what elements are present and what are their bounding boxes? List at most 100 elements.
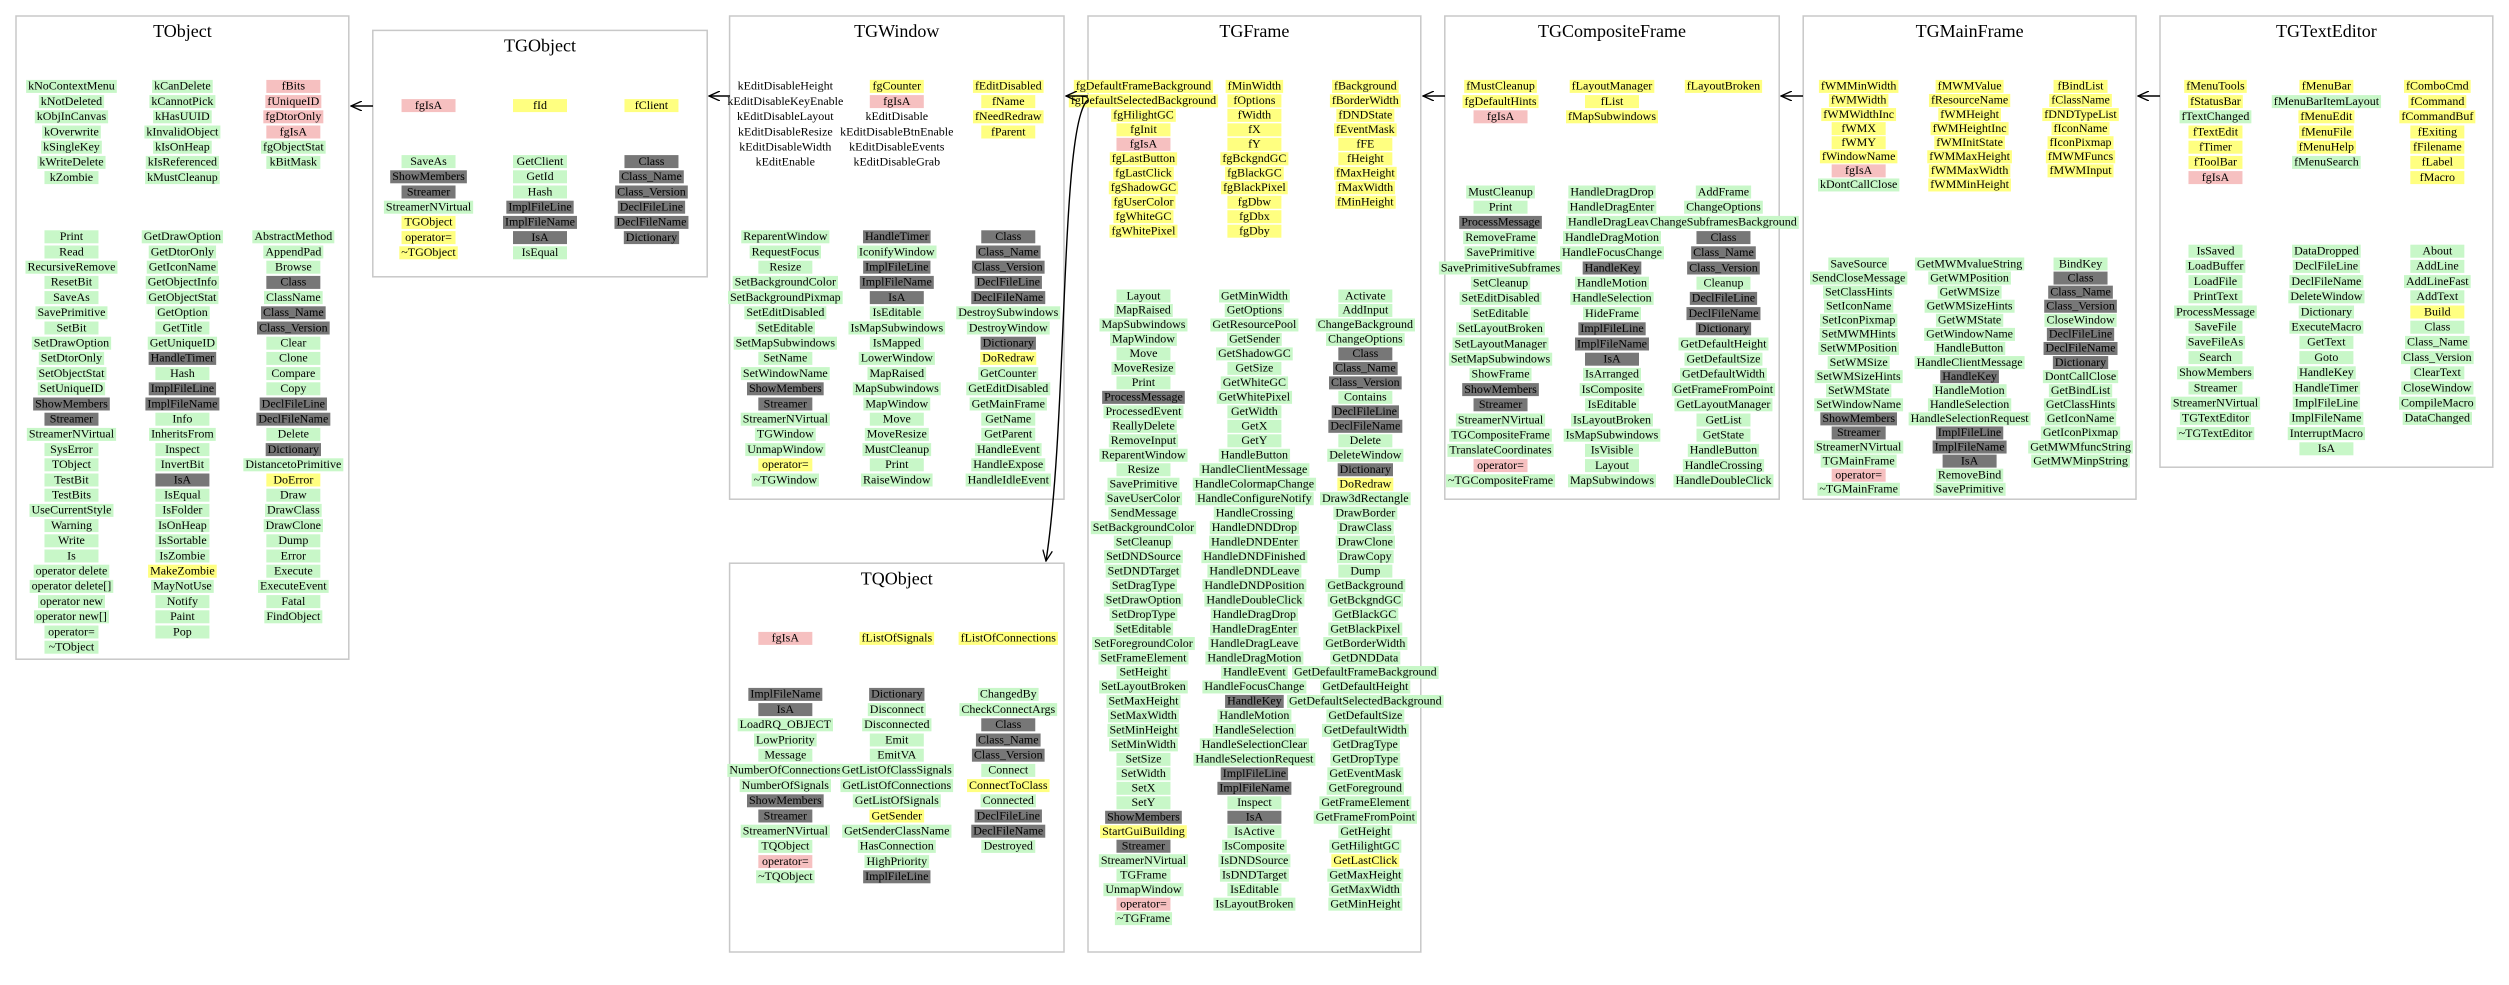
member-label: GetIconName — [149, 259, 216, 273]
member-label: fParent — [991, 124, 1026, 138]
member-label: fComboCmd — [2406, 79, 2469, 93]
highlight — [2402, 411, 2472, 425]
member-label: LowPriority — [756, 732, 815, 746]
member-label: SetIconName — [1826, 298, 1891, 312]
member-label: SetCleanup — [1116, 534, 1171, 548]
highlight — [1227, 825, 1282, 839]
member-label: GetState — [1703, 427, 1744, 441]
member-label: Paint — [170, 609, 195, 623]
member-label: IsA — [777, 702, 795, 716]
highlight — [1321, 723, 1409, 737]
highlight — [266, 595, 321, 609]
member-label: MapSubwindows — [1101, 317, 1185, 331]
member-label: TranslateCoordinates — [1449, 443, 1552, 457]
highlight — [1105, 810, 1182, 824]
member-label: IsA — [2318, 441, 2336, 455]
member-label: fIconName — [2054, 121, 2108, 135]
member-label: SetMapSubwindows — [1451, 351, 1551, 365]
member-label: GetObjectStat — [148, 290, 217, 304]
highlight — [869, 748, 924, 762]
highlight — [34, 110, 109, 124]
highlight — [2188, 171, 2243, 185]
member-label: Dictionary — [1340, 462, 1391, 476]
member-label: HandleTimer — [2295, 380, 2359, 394]
member-label: fgWhitePixel — [1111, 223, 1176, 237]
highlight — [857, 245, 937, 259]
highlight — [869, 458, 924, 472]
member-label: PrintText — [2193, 289, 2238, 303]
member-label: DeclFileLine — [2049, 327, 2112, 341]
member-label: Class_Name — [1335, 361, 1396, 375]
highlight — [977, 687, 1039, 701]
member-label: Pop — [173, 624, 192, 638]
highlight — [29, 579, 114, 593]
member-label: StreamerNVirtual — [1816, 439, 1902, 453]
member-label: Message — [764, 747, 806, 761]
highlight — [1227, 883, 1282, 897]
member-label: IsLayoutBroken — [1573, 412, 1651, 426]
highlight — [1325, 332, 1405, 346]
highlight — [1338, 390, 1393, 404]
member-label: HandleDoubleClick — [1675, 473, 1771, 487]
member-label: ClassName — [266, 290, 321, 304]
member-label: kEditDisableBtnEnable — [840, 124, 953, 138]
member-label: IsA — [1246, 810, 1264, 824]
member-label: SetMaxWidth — [1110, 708, 1177, 722]
highlight — [739, 779, 831, 793]
highlight — [966, 321, 1050, 335]
highlight — [1227, 123, 1282, 137]
highlight — [1220, 152, 1289, 166]
member-label: TGWindow — [757, 427, 814, 441]
highlight — [44, 443, 99, 457]
member-label: operator= — [762, 457, 809, 471]
highlight — [1935, 426, 2004, 440]
member-label: Draw3dRectangle — [1322, 491, 1409, 505]
highlight — [1113, 210, 1174, 224]
highlight — [1338, 152, 1393, 166]
member-label: GetSender — [871, 808, 922, 822]
highlight — [266, 488, 321, 502]
highlight — [1210, 622, 1299, 636]
member-label: ~TGMainFrame — [1819, 482, 1897, 496]
member-label: SetSize — [1125, 752, 1161, 766]
member-label: fBindList — [2058, 79, 2105, 93]
highlight — [1110, 332, 1177, 346]
highlight — [2410, 125, 2465, 139]
highlight — [1671, 383, 1776, 397]
highlight — [2299, 351, 2354, 365]
member-label: RemoveInput — [1111, 433, 1177, 447]
highlight — [1227, 434, 1282, 448]
class-box: TGFrame fgDefaultFrameBackgroundfgDefault… — [1068, 15, 1444, 953]
highlight — [2271, 95, 2382, 109]
member-label: kEditDisableWidth — [739, 139, 831, 153]
member-label: MakeZombie — [150, 563, 215, 577]
member-label: Connect — [988, 763, 1029, 777]
member-label: About — [2422, 243, 2453, 257]
member-label: fWMHeightInc — [1933, 121, 2007, 135]
member-label: fMenuTools — [2186, 79, 2245, 93]
member-label: SavePrimitiveSubframes — [1441, 260, 1561, 274]
highlight — [1331, 405, 1399, 419]
highlight — [1329, 839, 1402, 853]
highlight — [1116, 376, 1171, 390]
highlight — [758, 703, 813, 717]
member-label: GetCounter — [980, 366, 1036, 380]
highlight — [1323, 637, 1408, 651]
highlight — [615, 185, 688, 199]
member-label: kEditDisable — [865, 109, 928, 123]
arrow — [1046, 99, 1089, 561]
highlight — [859, 631, 935, 645]
member-label: SetEditable — [758, 320, 813, 334]
member-label: fWindowName — [1822, 149, 1896, 163]
member-label: kEditDisableHeight — [738, 79, 834, 93]
member-label: operator= — [1477, 458, 1524, 472]
member-label: LoadFile — [2194, 274, 2237, 288]
member-label: HandleDNDDrop — [1212, 520, 1297, 534]
highlight — [981, 412, 1036, 426]
member-label: SetWindowName — [743, 366, 828, 380]
member-label: IsEqual — [164, 487, 201, 501]
member-label: IsA — [1603, 351, 1621, 365]
highlight — [2048, 384, 2113, 398]
highlight — [155, 595, 210, 609]
member-label: ImplFileName — [147, 396, 217, 410]
